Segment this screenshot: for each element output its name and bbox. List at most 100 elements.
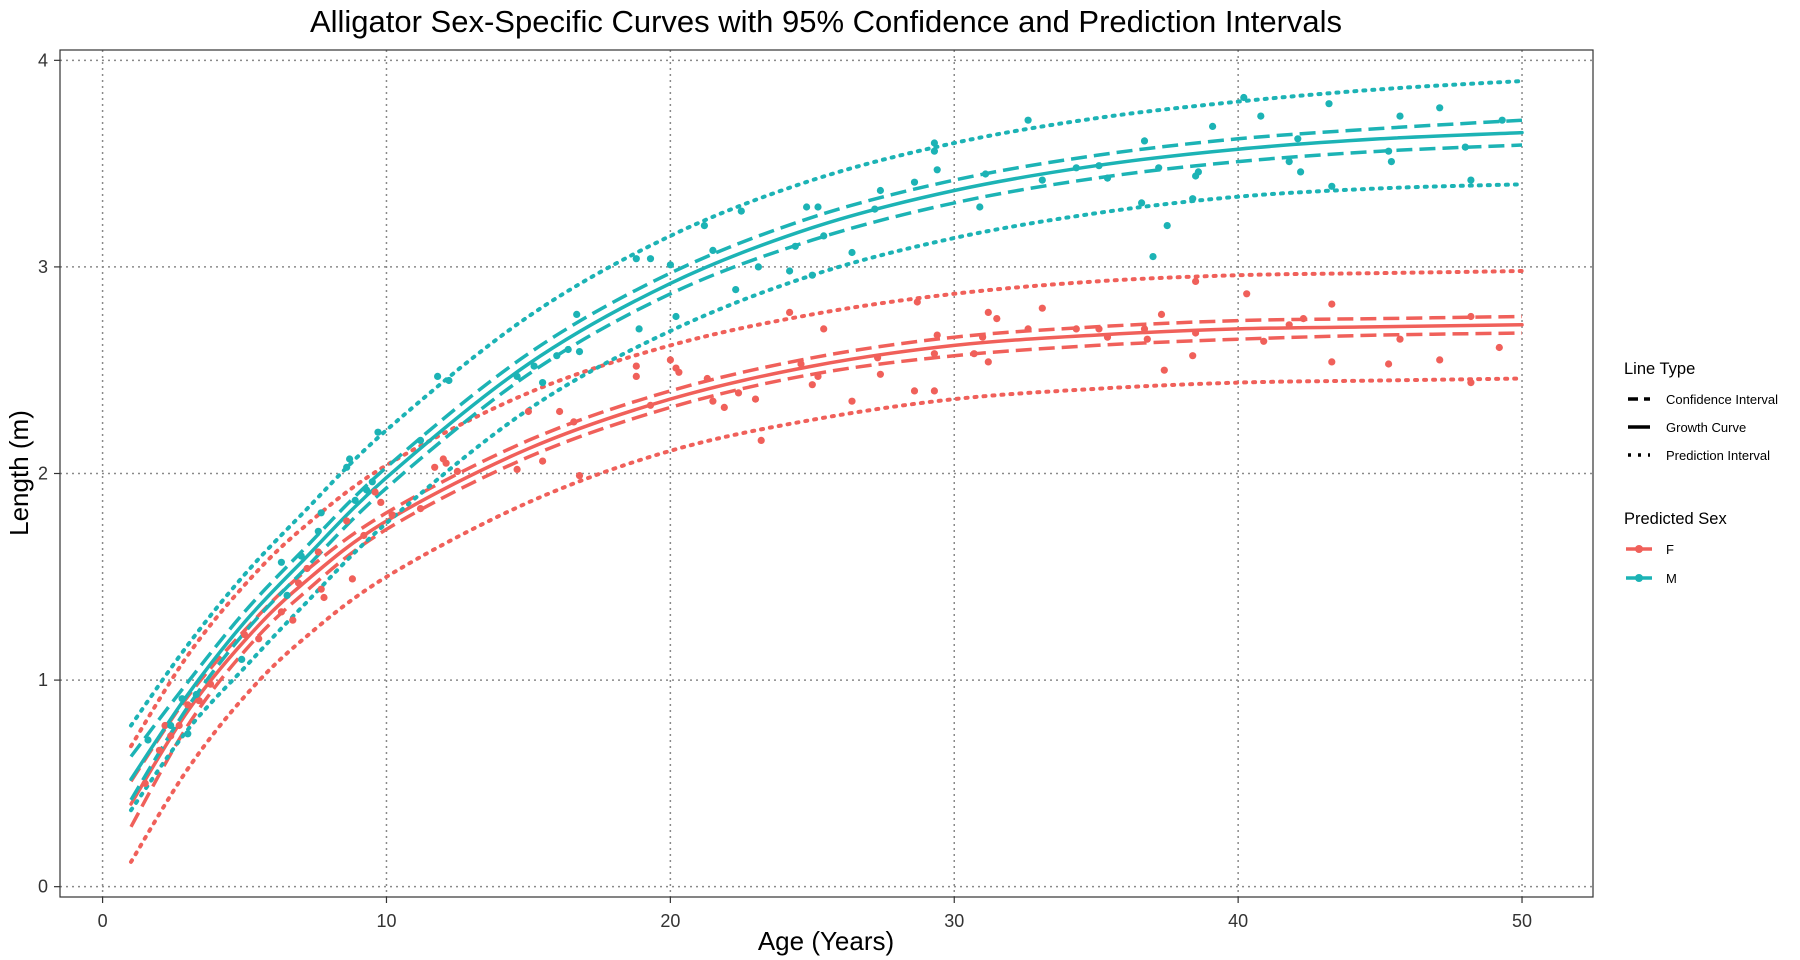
legend-predicted-sex-title: Predicted Sex	[1624, 510, 1727, 528]
data-point-f	[1299, 315, 1307, 323]
data-point-f	[513, 465, 521, 473]
legend-swatch-point-m	[1635, 574, 1643, 582]
data-point-m	[192, 690, 200, 699]
data-point-f	[646, 401, 655, 409]
data-point-f	[317, 585, 325, 593]
y-tick-label: 1	[38, 670, 48, 690]
data-point-f	[786, 308, 794, 316]
legend-label-m: M	[1666, 571, 1677, 586]
data-point-m	[1138, 199, 1146, 207]
data-point-m	[1155, 164, 1163, 172]
data-point-f	[206, 680, 215, 688]
data-point-m	[184, 730, 192, 738]
data-point-m	[700, 222, 709, 230]
data-point-m	[368, 478, 376, 486]
data-point-f	[388, 511, 396, 519]
data-point-f	[1260, 337, 1268, 345]
data-point-m	[672, 312, 680, 321]
data-point-m	[539, 379, 547, 387]
data-point-f	[184, 701, 192, 709]
data-point-f	[1160, 366, 1168, 374]
x-tick-label: 0	[98, 911, 108, 931]
data-point-f	[1467, 379, 1475, 387]
data-point-m	[803, 203, 811, 211]
data-point-f	[360, 531, 368, 540]
data-point-f	[1328, 300, 1336, 308]
data-point-m	[1325, 100, 1333, 108]
data-point-m	[1387, 158, 1395, 166]
data-point-m	[573, 310, 581, 318]
prediction-interval-lower-f	[129, 376, 1524, 864]
data-point-f	[820, 325, 828, 333]
data-point-f	[453, 467, 461, 475]
data-point-m	[1436, 104, 1444, 112]
y-tick-label: 0	[38, 877, 48, 897]
data-point-f	[1143, 335, 1151, 343]
data-point-f	[303, 564, 311, 573]
data-point-m	[277, 558, 285, 566]
data-point-m	[513, 372, 521, 380]
data-point-f	[348, 575, 356, 583]
data-point-m	[981, 170, 990, 178]
data-point-f	[709, 397, 717, 405]
data-point-f	[734, 389, 743, 397]
data-point-m	[1149, 253, 1157, 261]
data-point-m	[1024, 116, 1032, 124]
data-point-m	[1240, 93, 1248, 102]
data-point-f	[933, 331, 941, 339]
confidence-interval-lower-f	[129, 331, 1523, 828]
legend: Line Type Confidence Interval Growth Curve…	[1624, 360, 1778, 586]
data-point-f	[910, 387, 919, 395]
data-point-f	[556, 407, 564, 416]
data-point-m	[709, 246, 717, 254]
data-point-m	[1095, 162, 1103, 170]
data-point-m	[871, 205, 879, 213]
data-point-m	[930, 147, 939, 155]
data-point-m	[1498, 116, 1506, 124]
data-point-f	[1189, 352, 1197, 360]
data-point-f	[570, 418, 578, 426]
data-point-m	[732, 286, 740, 294]
growth-curve-m	[129, 130, 1524, 781]
data-point-m	[814, 203, 822, 211]
grid	[60, 50, 1593, 897]
legend-line-type-title: Line Type	[1624, 360, 1695, 378]
data-point-m	[791, 242, 799, 250]
data-point-f	[848, 397, 856, 405]
data-point-m	[910, 178, 919, 186]
data-point-f	[377, 498, 385, 506]
prediction-interval-upper-m	[129, 79, 1524, 728]
confidence-interval-upper-f	[129, 314, 1523, 783]
data-point-m	[317, 509, 325, 517]
x-tick-label: 10	[376, 911, 396, 931]
data-point-f	[814, 372, 822, 380]
data-point-m	[144, 736, 152, 744]
data-point-f	[797, 360, 805, 368]
data-point-f	[1038, 304, 1046, 312]
data-point-m	[1385, 147, 1393, 155]
data-point-m	[343, 463, 351, 471]
data-point-m	[1038, 176, 1046, 184]
data-point-f	[195, 697, 203, 705]
x-axis-label: Age (Years)	[758, 926, 894, 956]
legend-label-solid: Growth Curve	[1666, 420, 1746, 435]
data-point-f	[1285, 321, 1293, 329]
data-point-f	[876, 370, 885, 378]
data-point-m	[553, 352, 561, 360]
data-point-f	[930, 387, 939, 395]
data-point-m	[737, 207, 745, 215]
data-point-f	[416, 505, 425, 513]
data-point-m	[1194, 168, 1202, 176]
data-point-m	[754, 263, 763, 271]
data-point-m	[1297, 168, 1305, 176]
data-point-m	[314, 527, 322, 535]
data-point-f	[1024, 325, 1032, 333]
chart-title: Alligator Sex-Specific Curves with 95% C…	[310, 4, 1342, 39]
data-point-f	[632, 362, 640, 370]
y-tick-label: 3	[38, 257, 48, 277]
data-point-f	[442, 459, 450, 467]
data-point-m	[297, 552, 305, 560]
data-point-f	[161, 721, 169, 730]
data-point-m	[374, 428, 382, 436]
x-tick-label: 30	[944, 911, 964, 931]
